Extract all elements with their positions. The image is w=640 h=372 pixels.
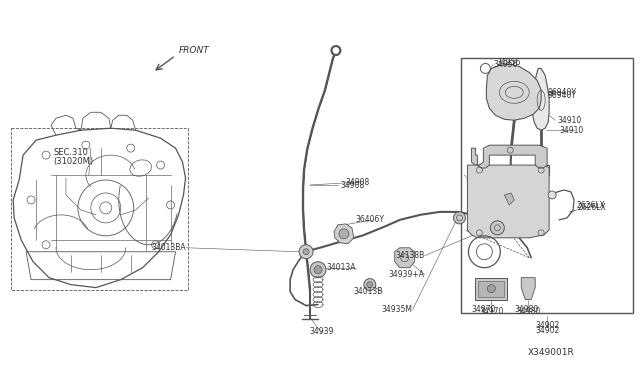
Circle shape	[333, 48, 339, 54]
Polygon shape	[504, 193, 515, 205]
Text: 96940Y: 96940Y	[547, 88, 576, 97]
Text: 34908: 34908	[340, 180, 364, 189]
Text: FRONT: FRONT	[179, 46, 209, 55]
Text: 34910: 34910	[557, 116, 581, 125]
Polygon shape	[472, 145, 547, 168]
Circle shape	[548, 191, 556, 199]
Text: 34939: 34939	[310, 327, 334, 336]
Bar	[476, 278, 508, 299]
Text: 34956: 34956	[497, 58, 521, 67]
Circle shape	[454, 212, 465, 224]
Text: 34935M: 34935M	[381, 305, 413, 314]
Circle shape	[299, 245, 313, 259]
Polygon shape	[486, 64, 541, 120]
Polygon shape	[395, 248, 415, 268]
Text: 34939+A: 34939+A	[388, 270, 424, 279]
Text: SEC.310: SEC.310	[53, 148, 88, 157]
Text: 34980: 34980	[516, 307, 540, 315]
Text: 34013BA: 34013BA	[152, 243, 186, 252]
Text: 34138B: 34138B	[396, 251, 424, 260]
Text: 34956: 34956	[493, 60, 518, 69]
Text: 2626LX: 2626LX	[577, 203, 606, 212]
Circle shape	[314, 266, 322, 274]
Circle shape	[490, 221, 504, 235]
Text: 34970: 34970	[471, 305, 495, 314]
Bar	[461, 58, 633, 312]
Circle shape	[331, 45, 341, 55]
Polygon shape	[521, 278, 535, 299]
Text: 96940Y: 96940Y	[547, 91, 576, 100]
Text: (31020M): (31020M)	[53, 157, 93, 166]
Circle shape	[339, 229, 349, 239]
Text: 34910: 34910	[559, 126, 583, 135]
Circle shape	[367, 282, 373, 288]
Text: 34908: 34908	[345, 177, 369, 186]
Circle shape	[488, 285, 495, 293]
Text: X349001R: X349001R	[527, 348, 574, 357]
Polygon shape	[467, 165, 549, 238]
Circle shape	[481, 64, 490, 73]
Text: 34970: 34970	[479, 307, 504, 315]
Circle shape	[364, 279, 376, 291]
Circle shape	[310, 262, 326, 278]
Text: 34902: 34902	[535, 321, 559, 330]
Text: 34902: 34902	[535, 327, 559, 336]
Bar	[11, 128, 189, 290]
Bar	[479, 280, 504, 296]
Text: 36406Y: 36406Y	[356, 215, 385, 224]
Text: 34980: 34980	[514, 305, 538, 314]
Circle shape	[303, 249, 309, 255]
Text: 34013A: 34013A	[326, 263, 356, 272]
Text: 2626LX: 2626LX	[576, 201, 605, 211]
Polygon shape	[334, 224, 354, 244]
Polygon shape	[532, 68, 549, 130]
Text: 34013B: 34013B	[353, 287, 383, 296]
